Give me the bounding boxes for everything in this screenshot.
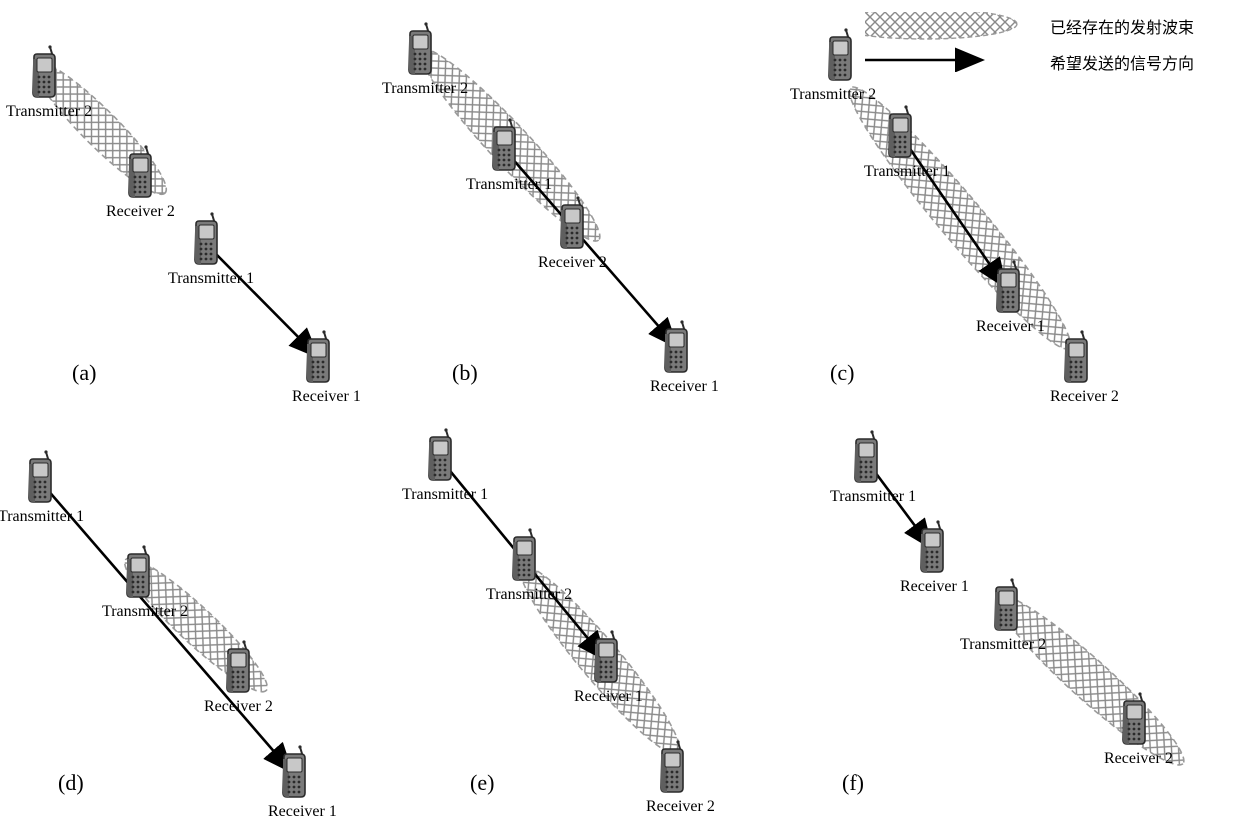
label-f-receiver-2: Receiver 2 [1104,750,1173,768]
device-f-receiver-2 [1118,692,1150,746]
device-d-transmitter-2 [122,545,154,599]
label-e-transmitter-1: Transmitter 1 [402,486,488,504]
legend-arrow-label: 希望发送的信号方向 [1050,50,1194,74]
device-e-transmitter-1 [424,428,456,482]
label-b-transmitter-2: Transmitter 2 [382,80,468,98]
label-a-receiver-2: Receiver 2 [106,203,175,221]
device-a-transmitter-2 [28,45,60,99]
signal-arrow-a [212,250,316,355]
device-e-receiver-1 [590,630,622,684]
panel-letter-b: (b) [452,360,478,386]
device-c-receiver-1 [992,260,1024,314]
label-c-transmitter-2: Transmitter 2 [790,86,876,104]
device-c-receiver-2 [1060,330,1092,384]
panel-letter-a: (a) [72,360,96,386]
label-a-transmitter-1: Transmitter 1 [168,270,254,288]
device-b-receiver-1 [660,320,692,374]
device-a-receiver-1 [302,330,334,384]
label-f-transmitter-2: Transmitter 2 [960,636,1046,654]
device-f-transmitter-1 [850,430,882,484]
label-c-receiver-1: Receiver 1 [976,318,1045,336]
panel-letter-d: (d) [58,770,84,796]
device-d-receiver-2 [222,640,254,694]
label-b-receiver-2: Receiver 2 [538,254,607,272]
legend-beam-label: 已经存在的发射波束 [1050,14,1194,38]
device-e-receiver-2 [656,740,688,794]
device-d-receiver-1 [278,745,310,799]
label-c-transmitter-1: Transmitter 1 [864,163,950,181]
device-c-transmitter-1 [884,105,916,159]
panel-letter-f: (f) [842,770,864,796]
label-f-transmitter-1: Transmitter 1 [830,488,916,506]
device-d-transmitter-1 [24,450,56,504]
device-b-transmitter-1 [488,118,520,172]
device-b-receiver-2 [556,196,588,250]
label-a-receiver-1: Receiver 1 [292,388,361,406]
device-c-transmitter-2 [824,28,856,82]
device-b-transmitter-2 [404,22,436,76]
diagram-container: 已经存在的发射波束 希望发送的信号方向 [0,0,1240,838]
label-d-receiver-1: Receiver 1 [268,803,337,821]
label-b-receiver-1: Receiver 1 [650,378,719,396]
label-e-transmitter-2: Transmitter 2 [486,586,572,604]
legend-swatches [865,12,1065,72]
device-e-transmitter-2 [508,528,540,582]
label-b-transmitter-1: Transmitter 1 [466,176,552,194]
background-svg [0,0,1240,838]
label-f-receiver-1: Receiver 1 [900,578,969,596]
panel-letter-c: (c) [830,360,854,386]
label-d-transmitter-2: Transmitter 2 [102,603,188,621]
beam-c [834,74,1086,363]
label-a-transmitter-2: Transmitter 2 [6,103,92,121]
label-d-receiver-2: Receiver 2 [204,698,273,716]
device-a-transmitter-1 [190,212,222,266]
label-d-transmitter-1: Transmitter 1 [0,508,84,526]
device-f-receiver-1 [916,520,948,574]
label-c-receiver-2: Receiver 2 [1050,388,1119,406]
label-e-receiver-2: Receiver 2 [646,798,715,816]
label-e-receiver-1: Receiver 1 [574,688,643,706]
device-a-receiver-2 [124,145,156,199]
signal-arrow-d [46,488,290,770]
device-f-transmitter-2 [990,578,1022,632]
panel-letter-e: (e) [470,770,494,796]
